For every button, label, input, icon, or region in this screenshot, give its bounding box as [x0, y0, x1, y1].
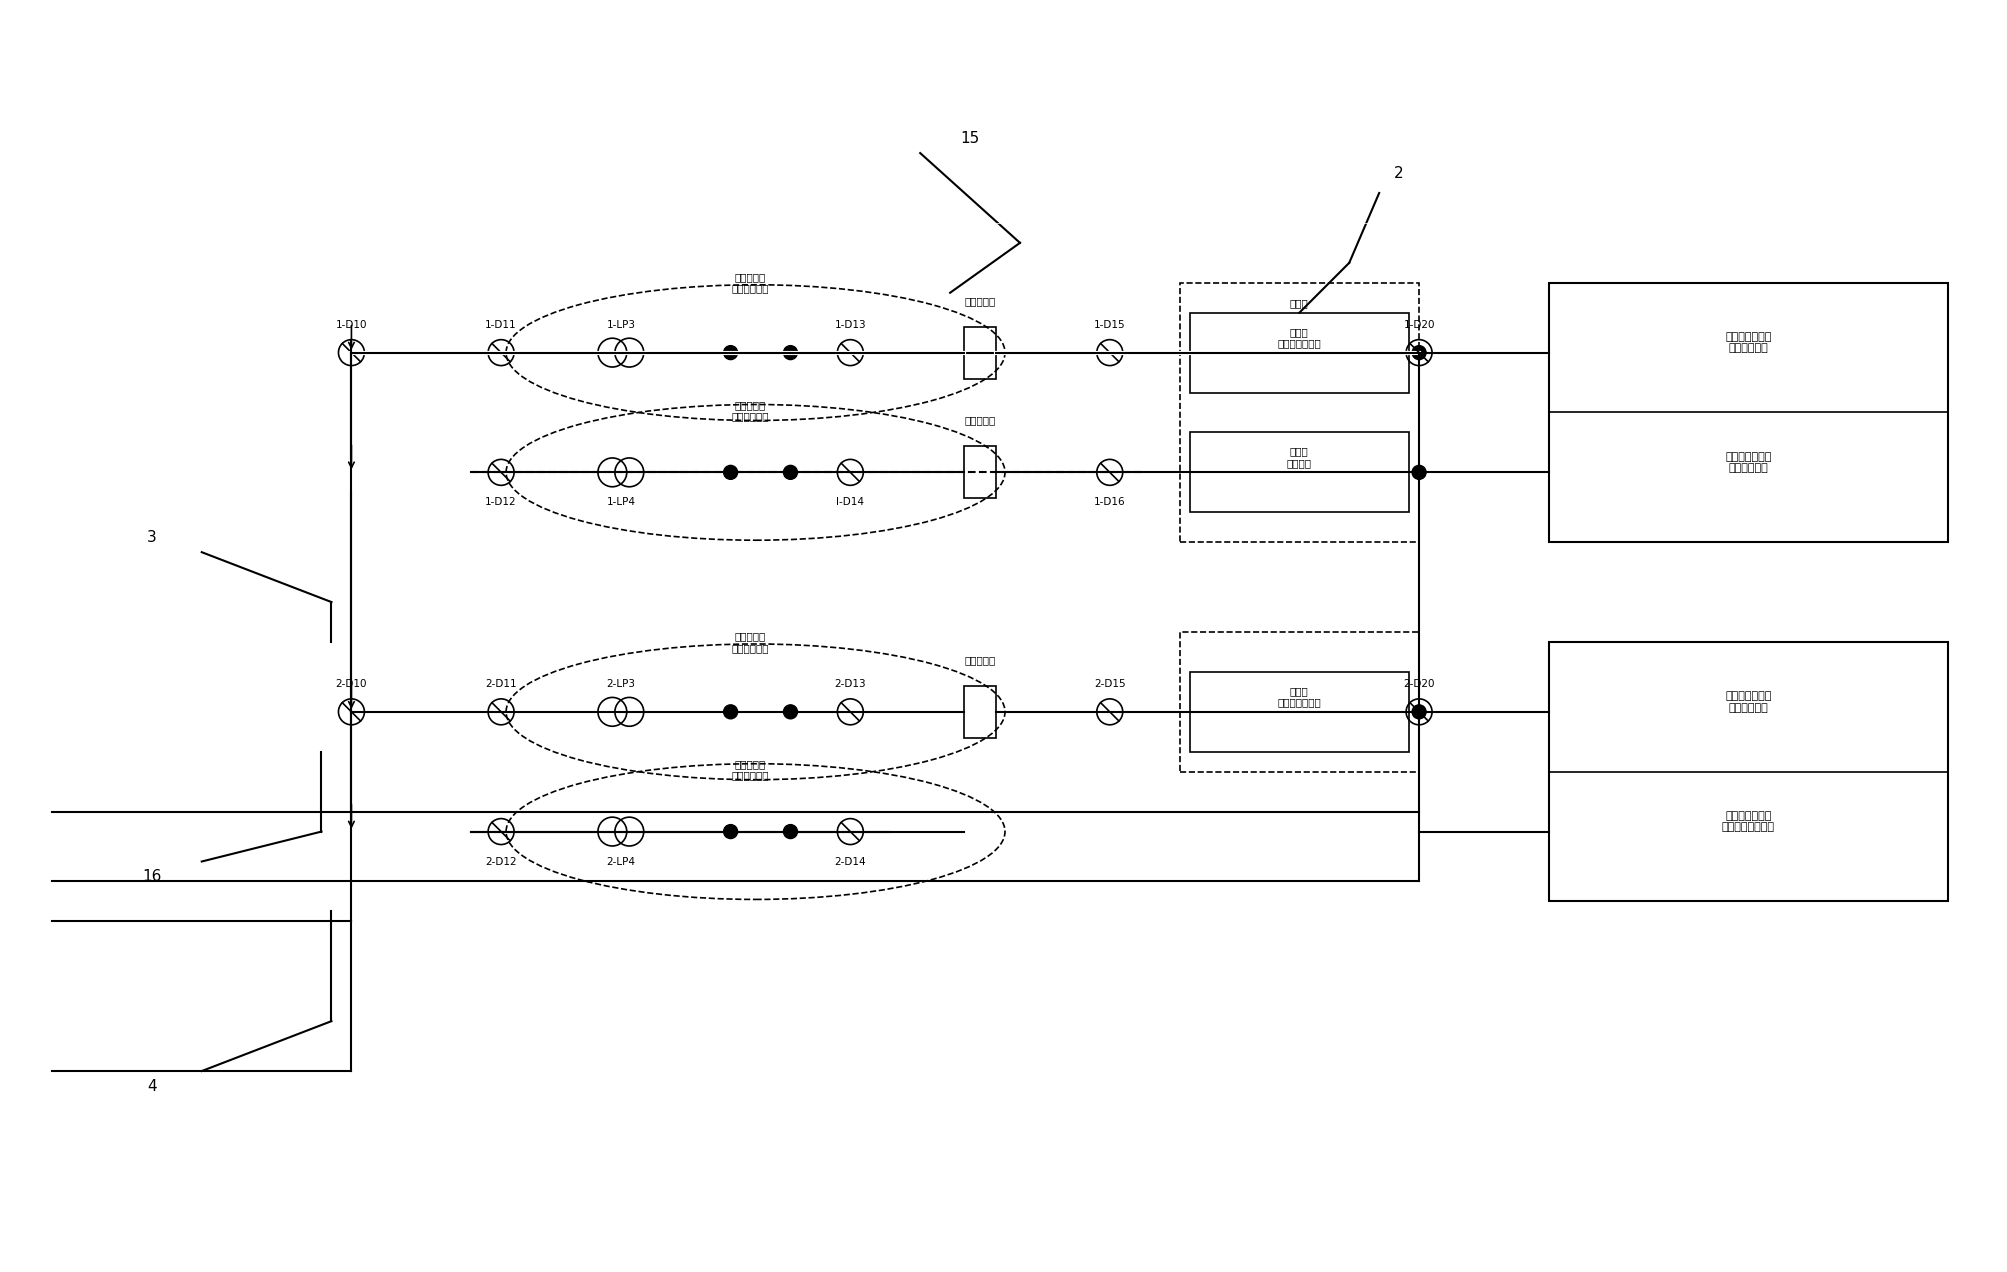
Text: 第一套智能终端
分闸出口回路: 第一套智能终端 分闸出口回路: [1724, 332, 1770, 354]
Bar: [1547, 282, 1947, 542]
Circle shape: [723, 824, 737, 838]
Text: 1-D16: 1-D16: [1094, 497, 1126, 508]
Circle shape: [1411, 705, 1425, 719]
Circle shape: [723, 705, 737, 719]
Text: 第二套分闸
逻辑判断接点: 第二套分闸 逻辑判断接点: [731, 631, 769, 653]
Text: 第二套智能终端
合闸逻辑判断接点: 第二套智能终端 合闸逻辑判断接点: [1722, 810, 1774, 832]
Circle shape: [1411, 346, 1425, 360]
Text: 第二套智能终端
分闸出口回路: 第二套智能终端 分闸出口回路: [1724, 691, 1770, 712]
Text: 2-D13: 2-D13: [835, 679, 865, 689]
Text: 第二套合闸
逻辑判断接点: 第二套合闸 逻辑判断接点: [731, 759, 769, 781]
Bar: [1547, 642, 1947, 902]
Text: 第一套分闸
逻辑判断接点: 第一套分闸 逻辑判断接点: [731, 272, 769, 294]
Bar: [1188, 432, 1409, 513]
Text: 合闸继电器: 合闸继电器: [963, 416, 995, 425]
Text: 断路器
合闸线圈: 断路器 合闸线圈: [1286, 446, 1311, 468]
Circle shape: [723, 346, 737, 360]
Circle shape: [1411, 466, 1425, 480]
Text: 2-D14: 2-D14: [835, 856, 865, 866]
Text: 15: 15: [959, 131, 979, 145]
Text: I-D14: I-D14: [837, 497, 863, 508]
Bar: [1188, 672, 1409, 752]
Text: 2: 2: [1393, 165, 1403, 181]
Text: 2-LP3: 2-LP3: [606, 679, 634, 689]
Text: 2-D20: 2-D20: [1403, 679, 1435, 689]
Text: 次机构: 次机构: [1288, 298, 1309, 308]
Bar: [963, 446, 995, 499]
Text: 1-LP3: 1-LP3: [606, 319, 634, 329]
Text: 断路器
第二套分闸线圈: 断路器 第二套分闸线圈: [1276, 686, 1321, 707]
Bar: [1178, 632, 1419, 772]
Text: 16: 16: [142, 869, 161, 884]
Text: 2-D15: 2-D15: [1094, 679, 1126, 689]
Bar: [963, 686, 995, 738]
Text: 1-D10: 1-D10: [335, 319, 367, 329]
Circle shape: [783, 466, 797, 480]
Text: 2-D11: 2-D11: [486, 679, 516, 689]
Text: 分闸继电器: 分闸继电器: [963, 295, 995, 305]
Bar: [1188, 313, 1409, 393]
Text: 1-D15: 1-D15: [1094, 319, 1126, 329]
Text: 断路器
第一套分闸线圈: 断路器 第一套分闸线圈: [1276, 327, 1321, 349]
Text: 第一套智能终端
合闸出口回路: 第一套智能终端 合闸出口回路: [1724, 452, 1770, 473]
Text: 第一套合闸
逻辑判断接点: 第一套合闸 逻辑判断接点: [731, 399, 769, 421]
Text: 2-LP4: 2-LP4: [606, 856, 634, 866]
Text: 分闸继电器: 分闸继电器: [963, 655, 995, 665]
Bar: [1178, 282, 1419, 542]
Text: 2-D10: 2-D10: [335, 679, 367, 689]
Bar: [963, 327, 995, 379]
Circle shape: [783, 705, 797, 719]
Text: 4: 4: [147, 1079, 157, 1094]
Text: 3: 3: [147, 529, 157, 544]
Text: 1-D13: 1-D13: [835, 319, 865, 329]
Circle shape: [723, 466, 737, 480]
Text: 1-D20: 1-D20: [1403, 319, 1435, 329]
Circle shape: [783, 346, 797, 360]
Text: 1-LP4: 1-LP4: [606, 497, 634, 508]
Text: 1-D11: 1-D11: [486, 319, 516, 329]
Text: 1-D12: 1-D12: [486, 497, 516, 508]
Text: 2-D12: 2-D12: [486, 856, 516, 866]
Circle shape: [783, 824, 797, 838]
